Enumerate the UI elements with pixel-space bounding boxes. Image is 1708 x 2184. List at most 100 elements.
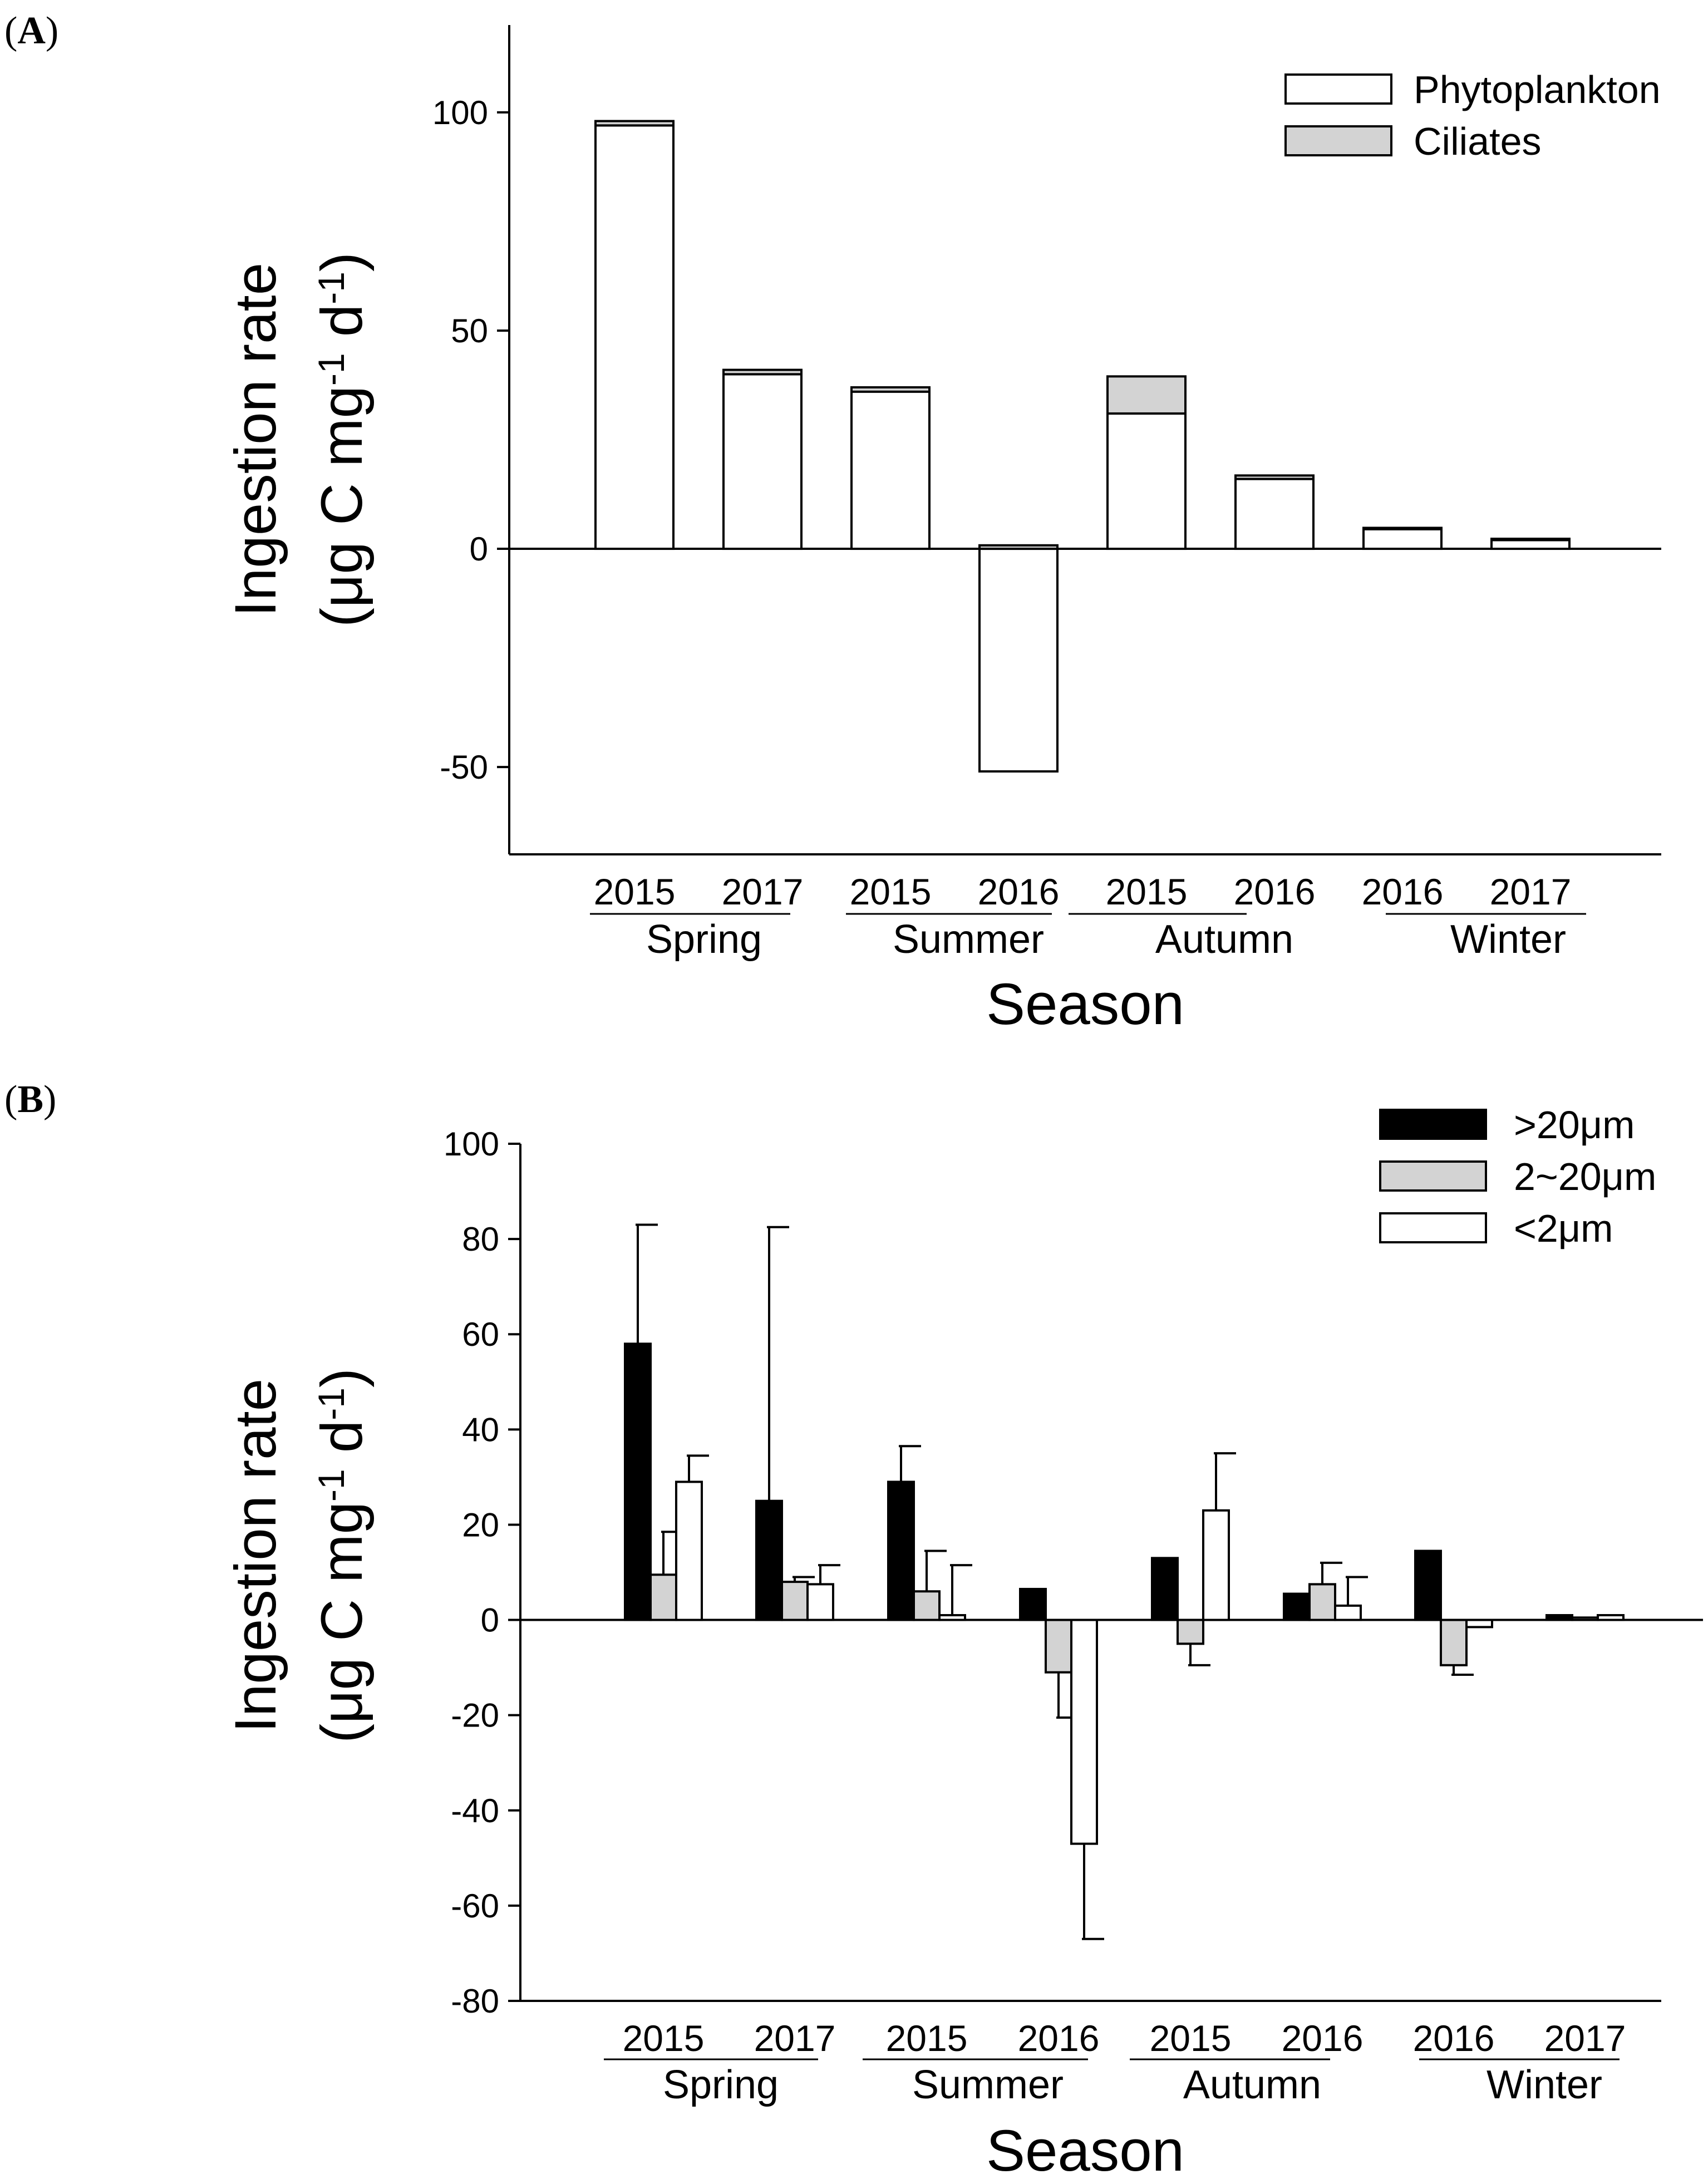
bar-phytoplankton-4 <box>1106 412 1187 550</box>
panel-label-letter: A <box>17 9 46 52</box>
bar-series0-6 <box>1414 1550 1442 1621</box>
season-group-label: Summer <box>893 917 1044 962</box>
season-group-label: Winter <box>1450 917 1566 962</box>
bar-series2-7 <box>1597 1614 1625 1621</box>
bar-phytoplankton-7 <box>1490 539 1571 550</box>
panel-label: (B) <box>4 1078 56 1121</box>
x-category-label: 2016 <box>1282 2018 1364 2059</box>
legend: Phytoplankton Ciliates <box>1284 68 1661 163</box>
y-axis-unit-sup: -1 <box>311 1469 352 1502</box>
bar-ciliates-5 <box>1234 474 1315 480</box>
panel-label: (A) <box>4 9 58 52</box>
x-category-label: 2017 <box>722 871 804 912</box>
y-axis-unit-mid: d <box>309 304 375 353</box>
legend-label-series0: Phytoplankton <box>1414 68 1661 111</box>
bar-series1-0 <box>649 1573 677 1621</box>
season-group-label: Autumn <box>1155 917 1293 962</box>
bar-series2-0 <box>675 1480 703 1621</box>
x-category-label: 2015 <box>886 2018 968 2059</box>
bar-series1-3 <box>1045 1619 1072 1674</box>
bar-series0-4 <box>1151 1557 1179 1621</box>
bar-ciliates-2 <box>850 386 931 393</box>
legend-swatch-series1 <box>1379 1160 1487 1192</box>
y-tick-label: 80 <box>462 1221 499 1258</box>
bar-ciliates-0 <box>594 120 675 127</box>
x-category-label: 2016 <box>978 871 1060 912</box>
y-tick-label: -60 <box>451 1887 499 1925</box>
bar-phytoplankton-1 <box>722 373 803 550</box>
legend-label-series0: >20μm <box>1514 1103 1635 1147</box>
legend-swatch-series0 <box>1284 73 1392 105</box>
bar-phytoplankton-3 <box>978 548 1059 773</box>
bar-series0-5 <box>1283 1592 1311 1621</box>
bar-series1-2 <box>913 1590 941 1621</box>
y-tick-label: -20 <box>451 1697 499 1734</box>
bar-ciliates-6 <box>1362 527 1443 530</box>
season-group-label: Spring <box>646 917 762 962</box>
legend-swatch-series1 <box>1284 125 1392 156</box>
y-axis-unit-main: (μg C mg <box>309 1502 375 1743</box>
season-group-label: Winter <box>1486 2063 1602 2107</box>
y-axis-title-line1: Ingestion rate <box>223 1379 288 1733</box>
y-axis-title-line2: (μg C mg-1 d-1) <box>309 252 375 627</box>
bar-series2-3 <box>1070 1619 1098 1845</box>
bar-phytoplankton-0 <box>594 124 675 550</box>
bar-phytoplankton-6 <box>1362 528 1443 550</box>
panel-label-letter: B <box>17 1078 43 1121</box>
x-category-label: 2015 <box>1150 2018 1232 2059</box>
y-axis-unit-sup: -1 <box>311 1388 352 1420</box>
panel-label-close: ) <box>46 9 58 52</box>
bar-series1-4 <box>1177 1619 1204 1645</box>
bar-series2-4 <box>1202 1509 1230 1621</box>
y-tick-label: 50 <box>451 312 488 350</box>
season-group-label: Summer <box>912 2063 1064 2107</box>
bar-series1-5 <box>1308 1583 1336 1621</box>
y-axis-unit-main: (μg C mg <box>309 386 375 627</box>
bar-phytoplankton-5 <box>1234 478 1315 550</box>
bar-ciliates-4 <box>1106 375 1187 415</box>
panel-label-open: ( <box>4 9 17 52</box>
legend-label-series1: 2~20μm <box>1514 1155 1656 1198</box>
x-category-label: 2017 <box>1544 2018 1626 2059</box>
y-tick-label: 20 <box>462 1506 499 1543</box>
y-axis-title-line1: Ingestion rate <box>223 263 288 617</box>
y-axis-unit-end: ) <box>309 252 375 272</box>
season-group-label: Autumn <box>1183 2063 1321 2107</box>
bar-series1-6 <box>1440 1619 1468 1666</box>
bar-series2-1 <box>806 1583 834 1621</box>
y-axis-unit-end: ) <box>309 1368 375 1388</box>
bar-series2-2 <box>938 1614 966 1621</box>
y-axis-unit-mid: d <box>309 1420 375 1469</box>
panel-label-open: ( <box>4 1078 17 1121</box>
x-category-label: 2015 <box>594 871 676 912</box>
x-axis-title: Season <box>986 972 1184 1037</box>
x-category-label: 2015 <box>850 871 932 912</box>
bar-series1-7 <box>1571 1616 1599 1621</box>
y-axis-unit-sup: -1 <box>311 353 352 386</box>
panel-b-chart: (B) -80 -60 -40 -20 0 20 40 60 80 100 2015 2017 2015 2… <box>4 1078 1703 2183</box>
y-tick-label: -80 <box>451 1983 499 2020</box>
x-category-label: 2016 <box>1362 871 1444 912</box>
x-axis-title: Season <box>986 2118 1184 2181</box>
x-category-label: 2016 <box>1234 871 1316 912</box>
y-tick-label: 0 <box>481 1602 499 1639</box>
legend-swatch-series0 <box>1379 1109 1487 1140</box>
bar-ciliates-1 <box>722 368 803 376</box>
y-tick-label: 100 <box>444 1125 499 1163</box>
bar-series2-5 <box>1334 1604 1362 1621</box>
x-category-label: 2016 <box>1018 2018 1100 2059</box>
bar-phytoplankton-2 <box>850 390 931 550</box>
legend-label-series2: <2μm <box>1514 1207 1613 1250</box>
y-tick-label: 40 <box>462 1411 499 1448</box>
bar-ciliates-3 <box>978 544 1059 550</box>
bar-series1-1 <box>781 1581 809 1621</box>
y-tick-label: -40 <box>451 1792 499 1829</box>
y-tick-label: 100 <box>432 94 488 131</box>
bar-series0-3 <box>1019 1587 1047 1621</box>
bar-series2-6 <box>1465 1619 1493 1629</box>
y-tick-label: -50 <box>440 749 488 786</box>
panel-label-close: ) <box>43 1078 56 1121</box>
x-category-label: 2015 <box>623 2018 705 2059</box>
